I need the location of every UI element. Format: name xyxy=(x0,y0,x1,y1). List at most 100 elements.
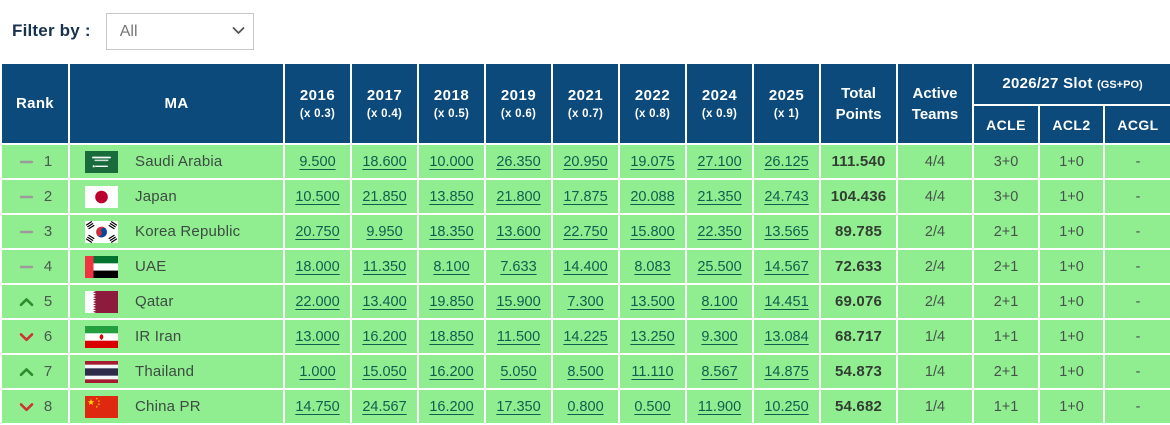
score-link[interactable]: 8.567 xyxy=(701,363,738,380)
score-cell: 16.200 xyxy=(417,353,486,390)
score-link[interactable]: 8.500 xyxy=(567,363,604,380)
score-link[interactable]: 11.350 xyxy=(362,258,407,275)
rank-cell: 4 xyxy=(0,248,70,285)
score-cell: 21.850 xyxy=(350,178,419,215)
score-link[interactable]: 7.300 xyxy=(567,293,604,310)
score-link[interactable]: 13.565 xyxy=(764,223,809,240)
score-link[interactable]: 25.500 xyxy=(697,258,742,275)
score-link[interactable]: 21.850 xyxy=(362,188,407,205)
score-link[interactable]: 20.750 xyxy=(295,223,340,240)
slot-acgl: - xyxy=(1102,283,1170,320)
score-link[interactable]: 22.350 xyxy=(697,223,742,240)
score-link[interactable]: 11.900 xyxy=(697,398,742,415)
score-link[interactable]: 16.200 xyxy=(429,398,474,415)
score-link[interactable]: 13.084 xyxy=(764,328,809,345)
table-row: 7 Thailand 1.000 15.050 16.200 5.050 8.500 11.1… xyxy=(0,353,1170,390)
rank-cell: 5 xyxy=(0,283,70,320)
score-link[interactable]: 5.050 xyxy=(500,363,537,380)
score-link[interactable]: 18.000 xyxy=(295,258,340,275)
score-cell: 18.850 xyxy=(417,318,486,355)
score-cell: 20.750 xyxy=(283,213,352,250)
score-link[interactable]: 0.800 xyxy=(567,398,604,415)
active-teams: 4/4 xyxy=(896,143,974,180)
table-row: 4 UAE 18.000 11.350 8.100 7.633 14.400 8.083 25.… xyxy=(0,248,1170,285)
score-link[interactable]: 18.350 xyxy=(429,223,474,240)
score-link[interactable]: 22.750 xyxy=(563,223,608,240)
score-link[interactable]: 18.600 xyxy=(362,153,407,170)
score-link[interactable]: 13.250 xyxy=(630,328,675,345)
score-link[interactable]: 11.500 xyxy=(496,328,541,345)
score-cell: 22.350 xyxy=(685,213,754,250)
score-cell: 8.083 xyxy=(618,248,687,285)
score-link[interactable]: 10.500 xyxy=(295,188,340,205)
score-link[interactable]: 11.110 xyxy=(631,363,674,380)
thailand-flag-icon xyxy=(85,360,118,383)
year-multiplier: (x 0.7) xyxy=(567,108,604,120)
score-link[interactable]: 21.800 xyxy=(496,188,541,205)
score-link[interactable]: 16.200 xyxy=(362,328,407,345)
score-link[interactable]: 18.850 xyxy=(429,328,474,345)
ma-cell: Saudi Arabia xyxy=(68,143,285,180)
score-link[interactable]: 19.850 xyxy=(429,293,474,310)
score-link[interactable]: 26.350 xyxy=(496,153,541,170)
ranking-table: Rank MA 2016 (x 0.3) 2017 (x 0.4) 2018 (… xyxy=(0,62,1170,425)
score-link[interactable]: 26.125 xyxy=(764,153,809,170)
score-link[interactable]: 17.350 xyxy=(496,398,541,415)
score-link[interactable]: 20.950 xyxy=(563,153,608,170)
score-cell: 16.200 xyxy=(417,388,486,425)
score-cell: 17.350 xyxy=(484,388,553,425)
score-link[interactable]: 1.000 xyxy=(299,363,336,380)
score-cell: 9.950 xyxy=(350,213,419,250)
score-link[interactable]: 8.083 xyxy=(634,258,671,275)
score-link[interactable]: 13.600 xyxy=(496,223,541,240)
score-cell: 11.500 xyxy=(484,318,553,355)
score-link[interactable]: 20.088 xyxy=(630,188,675,205)
score-link[interactable]: 15.900 xyxy=(496,293,541,310)
score-link[interactable]: 14.451 xyxy=(764,293,809,310)
score-link[interactable]: 13.400 xyxy=(362,293,407,310)
score-cell: 19.850 xyxy=(417,283,486,320)
score-link[interactable]: 21.350 xyxy=(697,188,742,205)
score-link[interactable]: 14.225 xyxy=(563,328,608,345)
score-link[interactable]: 14.875 xyxy=(764,363,809,380)
score-cell: 26.350 xyxy=(484,143,553,180)
score-link[interactable]: 14.750 xyxy=(295,398,340,415)
score-link[interactable]: 10.250 xyxy=(764,398,809,415)
score-link[interactable]: 14.400 xyxy=(563,258,608,275)
score-link[interactable]: 8.100 xyxy=(701,293,738,310)
filter-select[interactable]: All xyxy=(105,12,254,50)
score-link[interactable]: 19.075 xyxy=(630,153,675,170)
score-link[interactable]: 24.567 xyxy=(362,398,407,415)
score-link[interactable]: 17.875 xyxy=(563,188,608,205)
score-link[interactable]: 13.850 xyxy=(429,188,474,205)
score-link[interactable]: 9.300 xyxy=(701,328,738,345)
score-link[interactable]: 15.800 xyxy=(630,223,675,240)
score-link[interactable]: 10.000 xyxy=(429,153,474,170)
score-cell: 18.600 xyxy=(350,143,419,180)
active-teams: 1/4 xyxy=(896,353,974,390)
score-cell: 25.500 xyxy=(685,248,754,285)
score-link[interactable]: 7.633 xyxy=(500,258,537,275)
score-link[interactable]: 9.950 xyxy=(366,223,403,240)
total-points: 54.682 xyxy=(819,388,898,425)
score-link[interactable]: 0.500 xyxy=(634,398,671,415)
country-name: Japan xyxy=(135,188,177,205)
rank-cell: 8 xyxy=(0,388,70,425)
score-link[interactable]: 14.567 xyxy=(764,258,809,275)
score-link[interactable]: 15.050 xyxy=(362,363,407,380)
score-link[interactable]: 22.000 xyxy=(295,293,340,310)
korea-republic-flag-icon xyxy=(85,220,118,243)
score-link[interactable]: 27.100 xyxy=(697,153,742,170)
score-link[interactable]: 13.500 xyxy=(630,293,675,310)
score-link[interactable]: 8.100 xyxy=(433,258,470,275)
table-row: 2 Japan 10.500 21.850 13.850 21.800 17.875 20.0… xyxy=(0,178,1170,215)
year-label: 2021 xyxy=(567,87,604,104)
score-link[interactable]: 16.200 xyxy=(429,363,474,380)
score-link[interactable]: 9.500 xyxy=(299,153,336,170)
col-header-year-2021: 2021 (x 0.7) xyxy=(551,62,620,145)
slot-acl2: 1+0 xyxy=(1038,178,1105,215)
score-link[interactable]: 13.000 xyxy=(295,328,340,345)
table-row: 6 IR Iran 13.000 16.200 18.850 11.500 14.225 13… xyxy=(0,318,1170,355)
score-link[interactable]: 24.743 xyxy=(764,188,809,205)
score-cell: 0.500 xyxy=(618,388,687,425)
